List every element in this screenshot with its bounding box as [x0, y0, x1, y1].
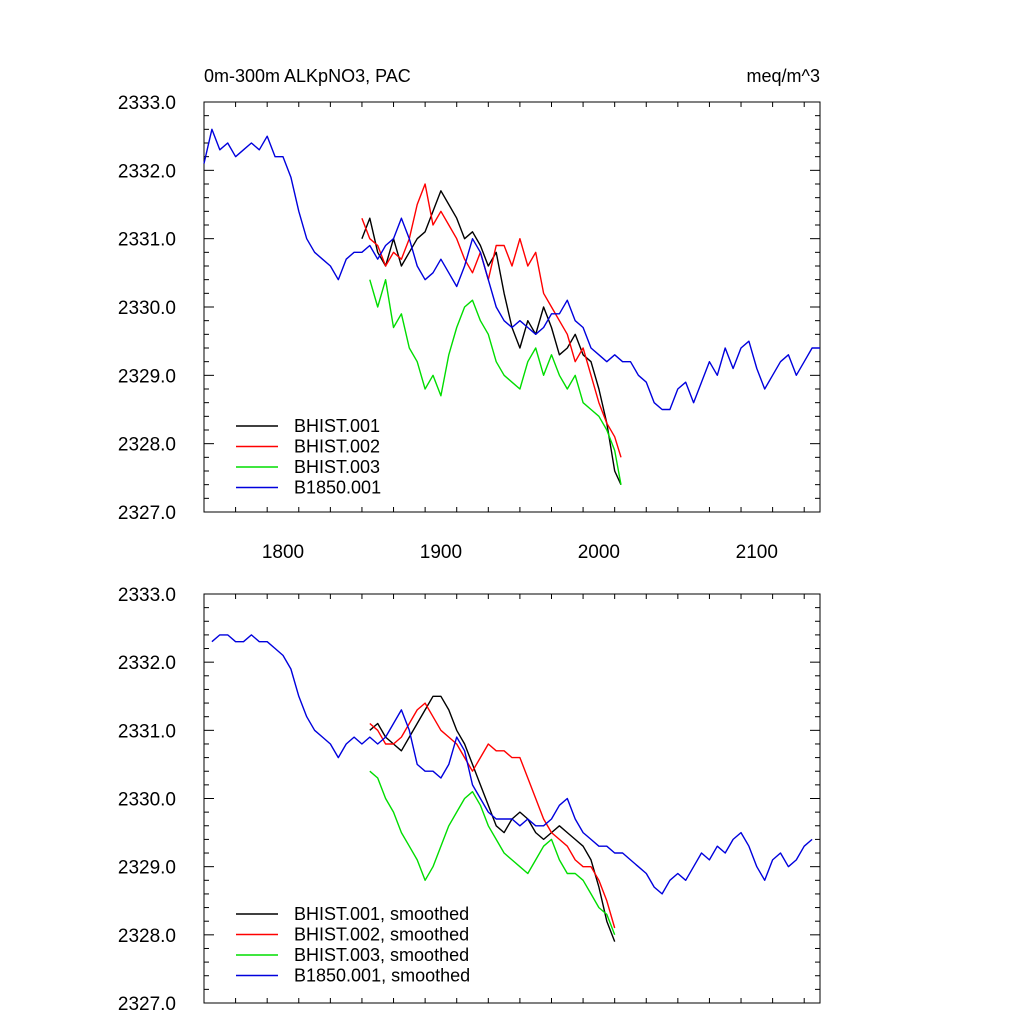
series-line-bhist-001 — [361, 190, 622, 485]
x-tick-label: 1800 — [262, 542, 304, 563]
legend-label: BHIST.001 — [294, 416, 380, 436]
bottom-panel: 2327.0 2328.0 2329.0 2330.0 2331.0 2332.0 2333… — [118, 585, 821, 1015]
y-tick-label: 2332.0 — [118, 161, 176, 182]
y-tick-label: 2331.0 — [118, 230, 176, 251]
units-label: meq/m^3 — [747, 66, 820, 86]
series-line-b1850-001 — [203, 128, 820, 411]
legend-label: BHIST.002 — [294, 437, 380, 457]
x-tick-label: 1900 — [420, 542, 462, 563]
legend-label: BHIST.003, smoothed — [294, 945, 469, 965]
y-tick-label: 2328.0 — [118, 435, 176, 456]
y-tick-label: 2333.0 — [118, 585, 176, 606]
y-tick-label: 2329.0 — [118, 858, 176, 879]
series-line-bhist-003-smoothed — [369, 770, 616, 936]
series-line-b1850-001-smoothed — [211, 634, 813, 895]
legend-label: BHIST.001, smoothed — [294, 904, 469, 924]
y-tick-label: 2327.0 — [118, 503, 176, 524]
series-line-bhist-003 — [369, 279, 622, 485]
x-tick-label: 2100 — [736, 542, 778, 563]
y-tick-label: 2333.0 — [118, 93, 176, 114]
y-tick-label: 2332.0 — [118, 653, 176, 674]
y-tick-label: 2330.0 — [118, 298, 176, 319]
chart-title: 0m-300m ALKpNO3, PAC — [204, 66, 411, 86]
series-line-bhist-002 — [361, 183, 622, 458]
y-tick-label: 2330.0 — [118, 790, 176, 811]
legend-label: B1850.001 — [294, 478, 381, 498]
y-tick-label: 2329.0 — [118, 366, 176, 387]
y-tick-label: 2327.0 — [118, 994, 176, 1015]
legend-label: BHIST.002, smoothed — [294, 925, 469, 945]
series-line-bhist-002-smoothed — [369, 702, 616, 929]
y-tick-label: 2328.0 — [118, 926, 176, 947]
legend-label: BHIST.003 — [294, 457, 380, 477]
legend-label: B1850.001, smoothed — [294, 966, 470, 986]
x-tick-label: 2000 — [578, 542, 620, 563]
y-tick-label: 2331.0 — [118, 721, 176, 742]
top-panel: 2327.0 2328.0 2329.0 2330.0 2331.0 2332.0 2333… — [118, 93, 821, 563]
